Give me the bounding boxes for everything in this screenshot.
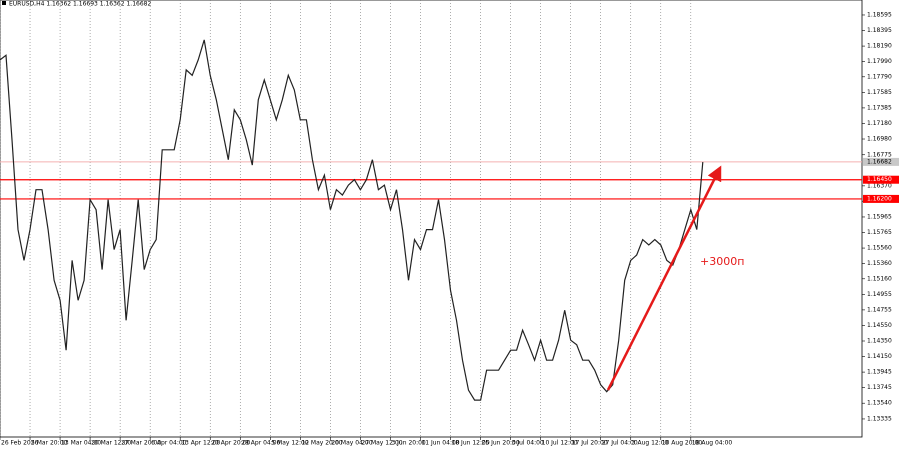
y-tick-label: 1.16980 xyxy=(867,136,892,143)
level-label-bg xyxy=(863,194,899,203)
y-tick-label: 1.15965 xyxy=(867,213,892,220)
level-label: 1.16450 xyxy=(867,176,892,183)
y-tick-label: 1.18595 xyxy=(867,11,892,18)
y-tick-label: 1.13945 xyxy=(867,369,892,376)
x-tick-label: 20 Apr 20:00 xyxy=(211,440,250,447)
y-tick-label: 1.15160 xyxy=(867,275,892,282)
x-tick-label: 12 May 20:00 xyxy=(301,440,342,447)
symbol-icon xyxy=(2,1,6,5)
x-tick-label: 18 Jun 12:00 xyxy=(452,440,490,447)
annotation: +3000п xyxy=(700,255,744,268)
y-tick-label: 1.15765 xyxy=(867,229,892,236)
y-tick-label: 1.13540 xyxy=(867,400,892,407)
x-tick-label: 27 Jul 04:00 xyxy=(602,440,638,447)
x-tick-label: 18 Aug 04:00 xyxy=(692,440,733,447)
x-tick-label: 27 Mar 20:00 xyxy=(121,440,161,447)
x-tick-label: 3 Jul 04:00 xyxy=(512,440,544,447)
x-tick-label: 3 Aug 12:00 xyxy=(632,440,669,447)
y-tick-label: 1.15560 xyxy=(867,245,892,252)
x-tick-label: 3 Jun 20:00 xyxy=(391,440,425,447)
x-tick-label: 6 Apr 04:00 xyxy=(151,440,186,447)
level-label: 1.16682 xyxy=(867,158,892,165)
y-tick-label: 1.14150 xyxy=(867,353,892,360)
x-tick-label: 17 Jul 20:00 xyxy=(572,440,608,447)
price-line xyxy=(0,39,704,401)
y-tick-label: 1.15360 xyxy=(867,260,892,267)
plot-frame xyxy=(0,0,863,438)
y-tick-label: 1.17385 xyxy=(867,104,892,111)
level-label-bg xyxy=(863,157,899,166)
x-tick-label: 10 Aug 20:00 xyxy=(662,440,703,447)
y-tick-label: 1.13335 xyxy=(867,415,892,422)
y-tick-label: 1.14350 xyxy=(867,337,892,344)
x-tick-label: 11 Jun 04:00 xyxy=(421,440,459,447)
x-tick-label: 20 May 04:00 xyxy=(331,440,372,447)
y-tick-label: 1.17990 xyxy=(867,58,892,65)
x-tick-label: 20 Mar 12:00 xyxy=(91,440,131,447)
x-tick-label: 10 Jul 12:00 xyxy=(542,440,578,447)
x-tick-label: 5 May 12:00 xyxy=(271,440,309,447)
x-tick-label: 27 May 12:00 xyxy=(361,440,402,447)
level-label: 1.16200 xyxy=(867,195,892,202)
level-label-bg xyxy=(863,175,899,184)
chart-title: EURUSD,H4 1.16362 1.16693 1.16362 1.1668… xyxy=(9,1,151,8)
y-tick-label: 1.16775 xyxy=(867,151,892,158)
y-tick-label: 1.18395 xyxy=(867,27,892,34)
y-tick-label: 1.17790 xyxy=(867,73,892,80)
x-tick-label: 25 Jun 20:00 xyxy=(482,440,520,447)
x-tick-label: 26 Feb 2026 xyxy=(1,440,39,447)
trend-arrow xyxy=(606,165,722,391)
x-tick-label: 28 Apr 04:00 xyxy=(241,440,280,447)
x-tick-label: 13 Apr 12:00 xyxy=(181,440,220,447)
y-tick-label: 1.14755 xyxy=(867,306,892,313)
y-tick-label: 1.18190 xyxy=(867,43,892,50)
y-tick-label: 1.13745 xyxy=(867,384,892,391)
y-tick-label: 1.17180 xyxy=(867,120,892,127)
y-tick-label: 1.17585 xyxy=(867,89,892,96)
x-tick-label: 5 Mar 20:00 xyxy=(31,440,67,447)
y-tick-label: 1.14550 xyxy=(867,322,892,329)
y-tick-label: 1.14955 xyxy=(867,291,892,298)
y-tick-label: 1.16370 xyxy=(867,182,892,189)
x-tick-label: 13 Mar 04:00 xyxy=(61,440,101,447)
